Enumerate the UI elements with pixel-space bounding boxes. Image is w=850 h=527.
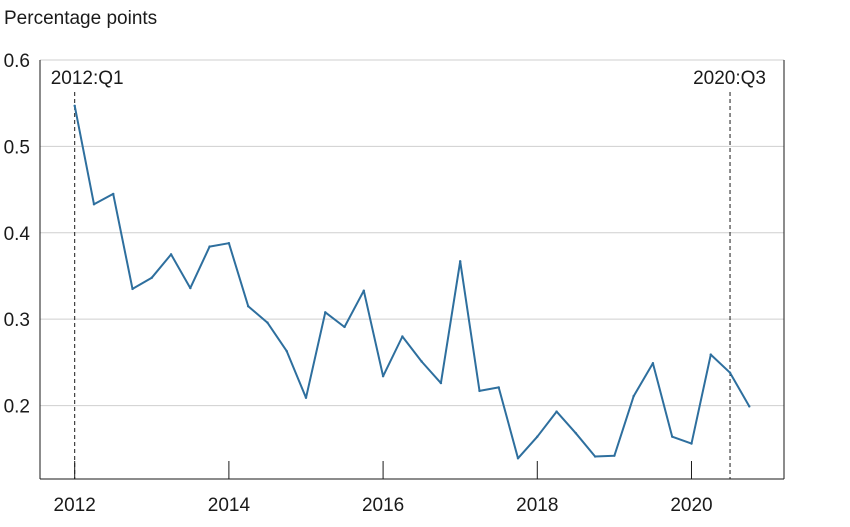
data-point — [169, 253, 173, 256]
data-point — [285, 349, 288, 353]
data-point — [671, 435, 674, 438]
x-tick-label: 2020 — [670, 495, 712, 516]
data-point — [246, 305, 250, 308]
data-point — [536, 435, 539, 438]
data-point — [709, 353, 712, 356]
data-point — [92, 203, 96, 206]
data-point — [343, 325, 346, 329]
data-point — [208, 245, 211, 248]
y-tick-label: 0.3 — [4, 310, 30, 331]
data-point — [497, 386, 500, 389]
data-point — [458, 260, 462, 263]
x-tick-label: 2018 — [516, 495, 558, 516]
series-line — [73, 105, 751, 460]
data-point — [516, 457, 520, 460]
y-tick-label: 0.4 — [4, 224, 31, 245]
data-point — [439, 381, 443, 385]
data-point — [593, 455, 597, 458]
data-point — [73, 104, 76, 107]
y-tick-label: 0.2 — [4, 397, 30, 418]
data-point — [324, 311, 327, 314]
data-point — [728, 371, 732, 374]
data-point — [690, 442, 693, 445]
data-point — [478, 389, 481, 393]
data-point — [651, 362, 655, 365]
data-point — [420, 360, 423, 363]
data-point — [613, 454, 616, 457]
data-point — [131, 287, 134, 291]
x-tick-label: 2014 — [208, 495, 251, 516]
data-point — [381, 374, 385, 378]
x-tick-label: 2012 — [54, 495, 96, 516]
data-point — [555, 410, 558, 413]
data-point — [362, 289, 366, 292]
data-point — [304, 396, 308, 399]
annotation-label: 2020:Q3 — [693, 68, 766, 89]
data-point — [748, 405, 751, 408]
y-axis-unit-label: Percentage points — [4, 8, 158, 29]
data-point — [227, 241, 231, 245]
annotation-label: 2012:Q1 — [51, 68, 124, 89]
data-point — [632, 394, 635, 398]
data-point — [112, 192, 115, 196]
data-point — [266, 321, 269, 324]
data-point — [189, 286, 192, 290]
y-tick-label: 0.6 — [4, 51, 30, 72]
data-point — [401, 335, 404, 338]
x-tick-label: 2016 — [362, 495, 404, 516]
data-point — [150, 276, 153, 279]
data-point — [574, 432, 578, 435]
y-tick-label: 0.5 — [4, 137, 30, 158]
